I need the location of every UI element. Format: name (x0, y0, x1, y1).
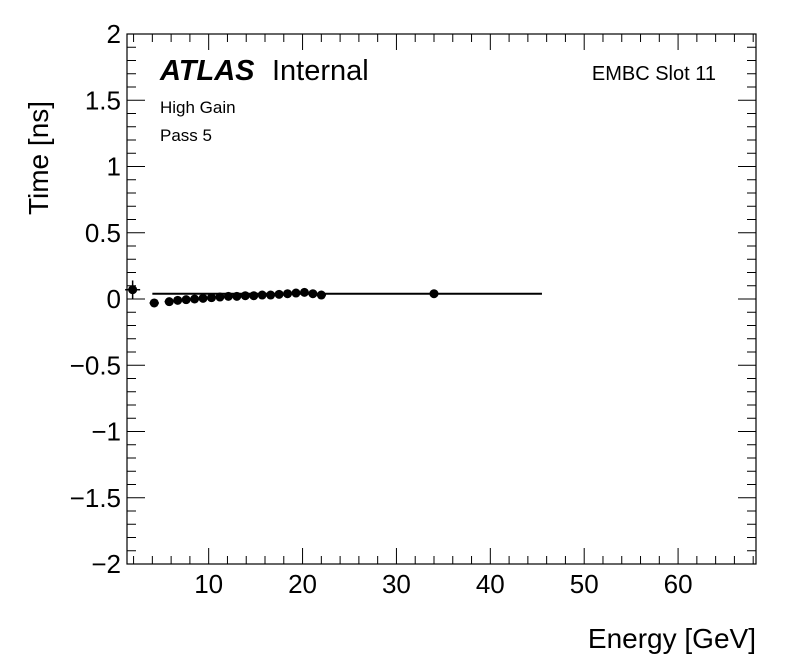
data-point (291, 288, 301, 298)
point-marker (240, 291, 250, 301)
point-marker (266, 290, 276, 300)
data-point (249, 291, 259, 301)
region-label: EMBC Slot 11 (592, 63, 716, 85)
y-tick-label: 0 (107, 284, 121, 314)
x-tick-label: 60 (664, 569, 693, 599)
data-point (173, 295, 183, 305)
x-tick-label: 10 (194, 569, 223, 599)
data-point (198, 293, 208, 303)
point-marker (173, 295, 183, 305)
point-marker (232, 291, 242, 301)
point-marker (429, 289, 439, 299)
point-marker (283, 289, 293, 299)
y-tick-label: −0.5 (70, 350, 121, 380)
data-point (206, 293, 217, 303)
data-point (274, 289, 284, 299)
data-point (240, 291, 250, 301)
data-point (223, 291, 234, 301)
point-marker (149, 298, 159, 308)
y-axis-title: Time [ns] (23, 101, 54, 215)
data-point (232, 291, 242, 301)
data-point (149, 298, 159, 308)
x-tick-labels: 10 20 30 40 50 60 (194, 569, 692, 599)
atlas-label: ATLAS (159, 55, 255, 87)
y-tick-label: −2 (91, 549, 121, 579)
point-marker (164, 297, 174, 307)
data-point (299, 287, 310, 297)
gain-label: High Gain (160, 98, 236, 117)
y-tick-label: 2 (107, 19, 121, 49)
point-marker (316, 290, 326, 300)
point-marker (274, 289, 284, 299)
point-marker (198, 293, 208, 303)
data-point (215, 292, 225, 302)
point-marker (128, 285, 138, 295)
point-marker (223, 291, 233, 301)
data-point (189, 294, 200, 304)
point-marker (291, 288, 301, 298)
data-point (164, 297, 174, 307)
axis-ticks (127, 33, 756, 565)
data-point (257, 290, 267, 300)
point-marker (308, 289, 318, 299)
point-marker (249, 291, 259, 301)
y-tick-label: −1.5 (70, 483, 121, 513)
point-marker (299, 287, 309, 297)
y-tick-label: 0.5 (85, 218, 121, 248)
x-tick-label: 30 (382, 569, 411, 599)
data-point (316, 290, 327, 300)
data-point (282, 289, 293, 299)
atlas-status-label: Internal (272, 55, 369, 87)
data-point (429, 289, 439, 299)
data-point (125, 280, 141, 299)
y-tick-labels: 2 1.5 1 0.5 0 −0.5 −1 −1.5 −2 (70, 19, 121, 579)
x-tick-label: 50 (570, 569, 599, 599)
y-tick-label: 1 (107, 152, 121, 182)
x-tick-label: 20 (288, 569, 317, 599)
point-marker (215, 292, 225, 302)
data-point (181, 295, 191, 305)
y-tick-label: −1 (91, 417, 121, 447)
point-marker (206, 293, 216, 303)
point-marker (257, 290, 267, 300)
pass-label: Pass 5 (160, 126, 212, 145)
point-marker (181, 295, 191, 305)
y-tick-label: 1.5 (85, 85, 121, 115)
data-point (265, 290, 276, 300)
data-points (125, 280, 439, 308)
x-tick-label: 40 (476, 569, 505, 599)
data-point (308, 289, 318, 299)
point-marker (190, 294, 200, 304)
x-axis-title: Energy [GeV] (588, 623, 756, 654)
